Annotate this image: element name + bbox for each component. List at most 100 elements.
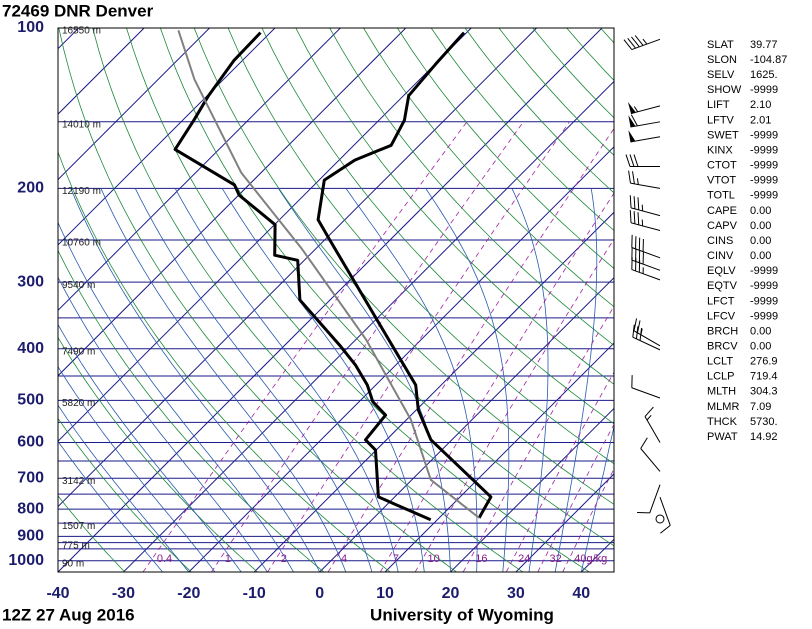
mixing-ratio-line xyxy=(414,238,614,572)
x-tick-label: -30 xyxy=(112,585,135,602)
moist-adiabat xyxy=(58,440,163,572)
dry-adiabat xyxy=(92,28,524,572)
barb-flag xyxy=(631,36,640,48)
profiles xyxy=(173,29,493,522)
barb-staff xyxy=(631,269,661,281)
mixing-ratio-label: 32 xyxy=(549,553,561,565)
barb-staff xyxy=(632,336,661,351)
height-label: 16550 m xyxy=(62,26,101,37)
index-value: 5730. xyxy=(750,416,778,428)
barb-pennant xyxy=(628,130,636,142)
barb-flag xyxy=(625,154,631,167)
y-tick-label: 100 xyxy=(17,19,44,36)
index-value: -9999 xyxy=(750,265,778,277)
isotherm xyxy=(58,28,472,442)
index-name: LCLP xyxy=(707,371,735,383)
dry-adiabat xyxy=(126,28,590,572)
barb-flag xyxy=(629,210,632,223)
wind-barb xyxy=(631,234,661,259)
index-value: 0.00 xyxy=(750,325,771,337)
wind-barb xyxy=(628,114,661,128)
index-name: VTOT xyxy=(707,175,736,187)
mixing-ratio-label: 16 xyxy=(475,553,487,565)
plot-frame xyxy=(57,27,615,573)
barb-flag xyxy=(644,406,654,417)
moist-adiabat xyxy=(58,276,268,572)
isotherm xyxy=(58,28,341,312)
barb-staff xyxy=(649,484,661,514)
y-tick-label: 800 xyxy=(17,500,44,517)
sounding-profile xyxy=(316,31,493,519)
x-tick-label: 40 xyxy=(572,585,590,602)
height-label: 90 m xyxy=(62,558,84,569)
height-label: 1507 m xyxy=(62,521,95,532)
index-value: 304.3 xyxy=(750,386,778,398)
index-name: LFCV xyxy=(707,310,736,322)
x-tick-label: 0 xyxy=(315,585,324,602)
mixing-ratio-label: 7 xyxy=(393,553,399,565)
y-tick-label: 900 xyxy=(17,528,44,545)
isotherm xyxy=(450,407,614,572)
index-name: THCK xyxy=(707,416,738,428)
barb-flag xyxy=(637,212,640,225)
wind-barb xyxy=(632,324,661,351)
barb-flag xyxy=(660,525,671,534)
index-name: LFTV xyxy=(707,114,735,126)
mixing-ratio-line xyxy=(537,423,614,572)
barb-flag xyxy=(633,318,638,331)
y-tick-label: 400 xyxy=(17,340,44,357)
barb-flag xyxy=(623,39,633,50)
source: University of Wyoming xyxy=(370,605,554,624)
index-name: KINX xyxy=(707,144,733,156)
index-value: 0.00 xyxy=(750,205,771,217)
isotherm xyxy=(253,211,614,572)
sounding-profile xyxy=(173,31,432,522)
moist-adiabat xyxy=(554,188,598,572)
barb-flag xyxy=(632,171,635,184)
index-name: CAPV xyxy=(707,220,738,232)
index-name: LIFT xyxy=(707,99,730,111)
wind-barb xyxy=(625,154,660,168)
dry-adiabat xyxy=(295,28,614,385)
mixing-ratio-line xyxy=(462,305,614,572)
barb-flag xyxy=(629,154,635,167)
barb-staff xyxy=(631,38,661,51)
x-tick-label: -10 xyxy=(243,585,266,602)
index-value: -9999 xyxy=(750,160,778,172)
moist-adiabat xyxy=(70,188,320,572)
index-value: 0.00 xyxy=(750,235,771,247)
barb-staff xyxy=(640,448,661,472)
labels: -40 -30 -20 -10 0 10 20 30 40 16550 m 14010 m 12190… xyxy=(8,19,787,602)
height-label: 12190 m xyxy=(62,186,101,197)
index-name: CTOT xyxy=(707,160,737,172)
index-name: PWAT xyxy=(707,431,738,443)
barb-flag xyxy=(640,437,648,449)
mixing-ratio-line xyxy=(505,371,614,572)
index-value: 276.9 xyxy=(750,356,778,368)
wind-barb xyxy=(629,195,661,217)
height-label: 5820 m xyxy=(62,398,95,409)
height-label: 775 m xyxy=(62,540,90,551)
barb-flag xyxy=(627,37,636,49)
moist-adiabat xyxy=(278,188,451,572)
isotherm xyxy=(188,146,614,572)
moist-adiabat xyxy=(58,221,294,572)
index-name: MLTH xyxy=(707,386,736,398)
barb-flag xyxy=(639,327,643,341)
index-value: 0.00 xyxy=(750,220,771,232)
index-name: SELV xyxy=(707,69,735,81)
index-name: EQTV xyxy=(707,280,738,292)
isotherm xyxy=(58,28,537,508)
wind-barb xyxy=(631,375,661,399)
index-value: 0.00 xyxy=(750,250,771,262)
index-name: CAPE xyxy=(707,205,737,217)
moist-adiabat xyxy=(174,188,399,572)
dry-adiabat xyxy=(58,28,457,572)
dry-adiabat xyxy=(58,249,325,572)
barb-half xyxy=(646,414,652,421)
height-label: 9540 m xyxy=(62,280,95,291)
mixing-ratio-label: 0.4 xyxy=(157,553,172,565)
barb-flag xyxy=(633,196,636,209)
isotherm xyxy=(319,276,614,572)
